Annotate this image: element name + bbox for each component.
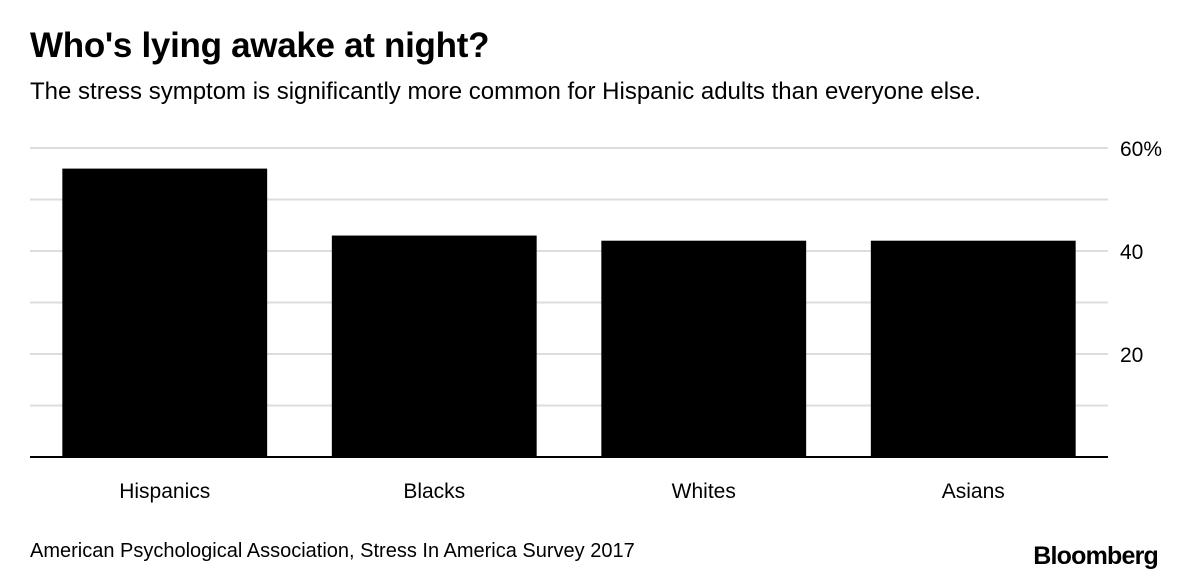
bar-blacks [331, 235, 537, 457]
x-tick-label: Blacks [403, 480, 465, 503]
y-tick-label: 40 [1120, 241, 1143, 264]
x-tick-label: Whites [672, 480, 736, 503]
chart-title: Who's lying awake at night? [30, 26, 490, 65]
bar-whites [601, 240, 807, 457]
chart-subtitle: The stress symptom is significantly more… [30, 78, 982, 105]
bar-asians [870, 240, 1076, 457]
x-tick-label: Asians [942, 480, 1005, 503]
source-note: American Psychological Association, Stre… [30, 540, 635, 562]
x-tick-label: Hispanics [119, 480, 210, 503]
y-tick-label: 60% [1120, 138, 1162, 161]
bloomberg-logo: Bloomberg [1033, 542, 1159, 570]
bar-hispanics [62, 168, 268, 457]
y-tick-label: 20 [1120, 344, 1143, 367]
